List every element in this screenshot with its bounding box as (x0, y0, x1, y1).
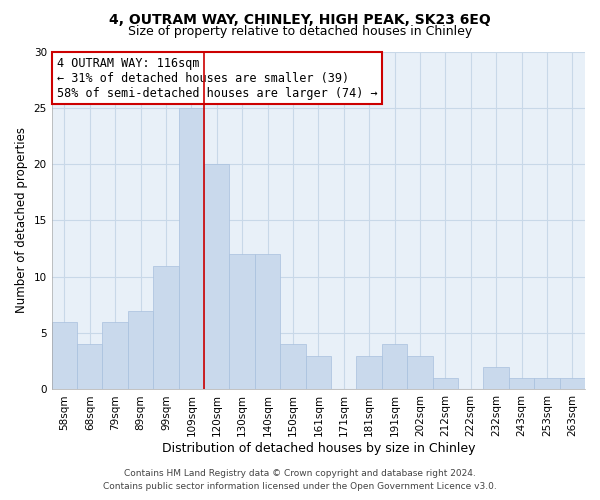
Text: Size of property relative to detached houses in Chinley: Size of property relative to detached ho… (128, 25, 472, 38)
Bar (153, 266, 179, 390)
Bar (407, 356, 433, 390)
Bar (52, 322, 77, 390)
Bar (534, 378, 560, 390)
Bar (179, 108, 204, 390)
Bar (128, 310, 153, 390)
Bar (382, 344, 407, 390)
Bar (305, 356, 331, 390)
Bar (77, 344, 103, 390)
Y-axis label: Number of detached properties: Number of detached properties (15, 128, 28, 314)
Text: 4, OUTRAM WAY, CHINLEY, HIGH PEAK, SK23 6EQ: 4, OUTRAM WAY, CHINLEY, HIGH PEAK, SK23 … (109, 12, 491, 26)
Bar (103, 322, 128, 390)
X-axis label: Distribution of detached houses by size in Chinley: Distribution of detached houses by size … (161, 442, 475, 455)
Bar (204, 164, 229, 390)
Bar (509, 378, 534, 390)
Bar (560, 378, 585, 390)
Bar (255, 254, 280, 390)
Bar (280, 344, 305, 390)
Bar (356, 356, 382, 390)
Text: Contains HM Land Registry data © Crown copyright and database right 2024.
Contai: Contains HM Land Registry data © Crown c… (103, 469, 497, 491)
Bar (484, 367, 509, 390)
Bar (433, 378, 458, 390)
Text: 4 OUTRAM WAY: 116sqm
← 31% of detached houses are smaller (39)
58% of semi-detac: 4 OUTRAM WAY: 116sqm ← 31% of detached h… (57, 56, 377, 100)
Bar (229, 254, 255, 390)
